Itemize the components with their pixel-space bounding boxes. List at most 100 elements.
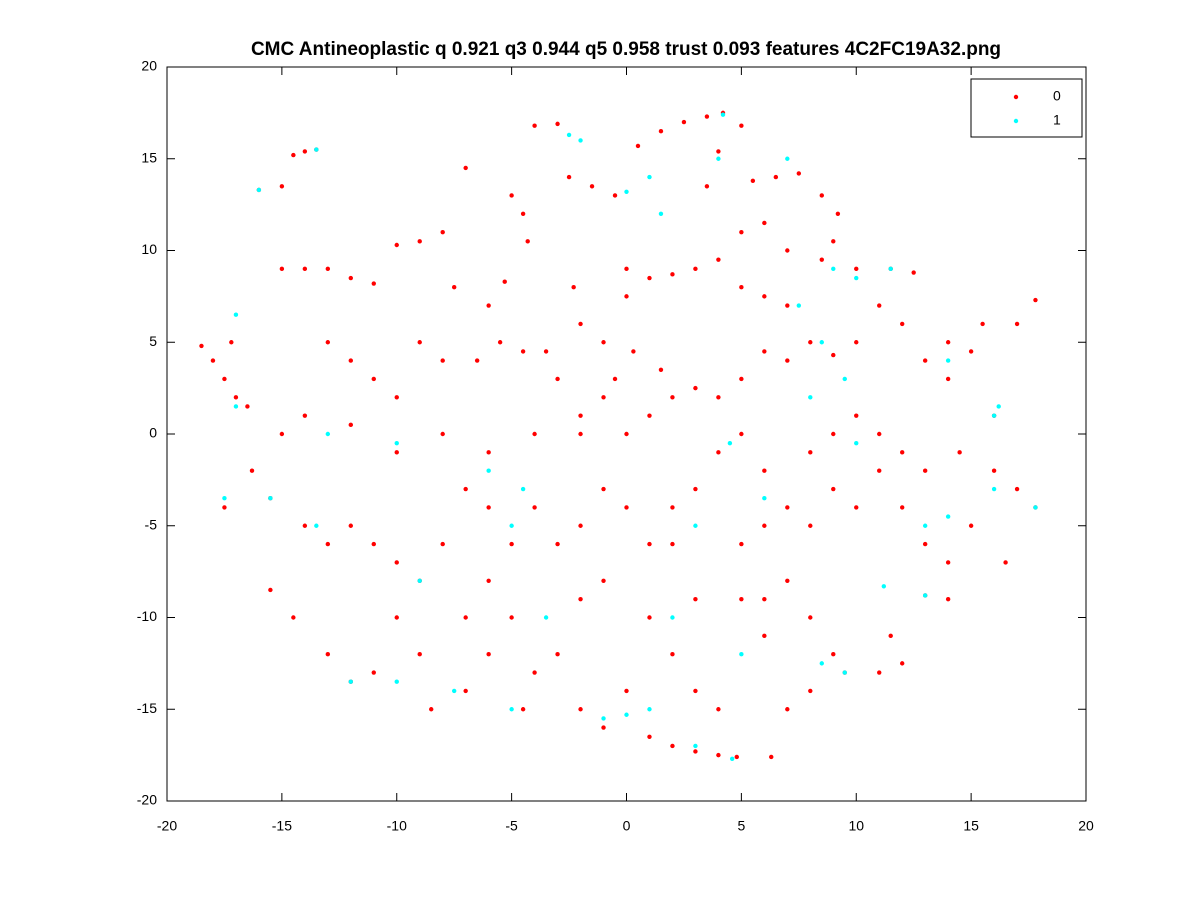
point [578,523,583,528]
point [734,754,739,760]
point [451,688,457,694]
x-tick-label: 15 [963,818,979,834]
point [348,422,353,428]
point [854,413,859,418]
point [739,376,744,382]
point [199,343,204,349]
point [693,749,698,754]
point [831,652,836,657]
legend-marker [1013,118,1019,124]
point [670,395,675,400]
legend-box [970,78,1083,138]
point [716,395,721,400]
point [279,184,285,189]
x-tick-label: 10 [848,818,864,834]
point [785,578,790,583]
point [532,505,537,510]
point [716,149,721,154]
y-tick-label: 15 [141,149,157,165]
point [670,652,675,657]
point [796,303,802,308]
point [635,143,641,149]
point [520,211,526,216]
point [624,189,629,194]
point [245,404,250,409]
point [302,413,308,418]
point [729,756,735,761]
point [762,349,767,354]
point [302,266,308,272]
point [681,119,687,125]
point [831,266,836,272]
point [394,395,399,400]
point [762,596,767,602]
x-tick-label: 0 [623,818,631,834]
point [693,385,698,391]
point [601,340,606,345]
point [578,431,583,437]
point [543,349,549,354]
point [945,514,951,519]
point [624,431,629,437]
point [647,734,652,739]
y-tick-label: -15 [137,700,157,716]
point [394,560,399,565]
y-tick-label: 5 [149,333,157,349]
point [1033,297,1038,303]
point [647,174,652,180]
point [762,294,767,299]
point [1014,486,1020,492]
point [762,220,767,226]
point [693,486,698,492]
point [996,404,1001,409]
point [900,661,905,666]
point [463,165,468,171]
point [785,707,790,712]
point [222,496,227,501]
point [819,340,824,345]
point [785,156,790,161]
point [325,340,331,345]
point [601,716,606,721]
point [968,349,974,354]
point [693,688,698,694]
point [922,541,928,547]
point [509,707,514,712]
point [555,376,560,382]
point [532,431,537,437]
point [486,578,491,583]
point [693,523,698,528]
point [589,184,595,189]
point [785,358,790,363]
point [578,413,583,418]
x-tick-label: -5 [505,818,518,834]
point [520,486,526,492]
point [222,505,227,510]
point [348,358,353,363]
point [222,376,227,382]
point [819,257,824,262]
legend-label: 1 [1053,112,1061,128]
legend-label: 0 [1053,88,1061,104]
point [831,431,836,437]
point [279,266,285,272]
point [808,615,813,620]
point [739,541,744,547]
point [658,367,664,372]
y-tick-label: 10 [141,241,157,257]
point [509,615,514,620]
point [268,587,273,593]
point [739,123,744,128]
point [727,440,733,446]
point [417,578,422,583]
point [670,541,675,547]
point [229,340,234,345]
point [762,496,767,501]
point [716,752,721,758]
point [394,450,399,455]
point [601,578,606,583]
point [631,349,636,354]
point [819,661,824,666]
point [769,754,774,760]
